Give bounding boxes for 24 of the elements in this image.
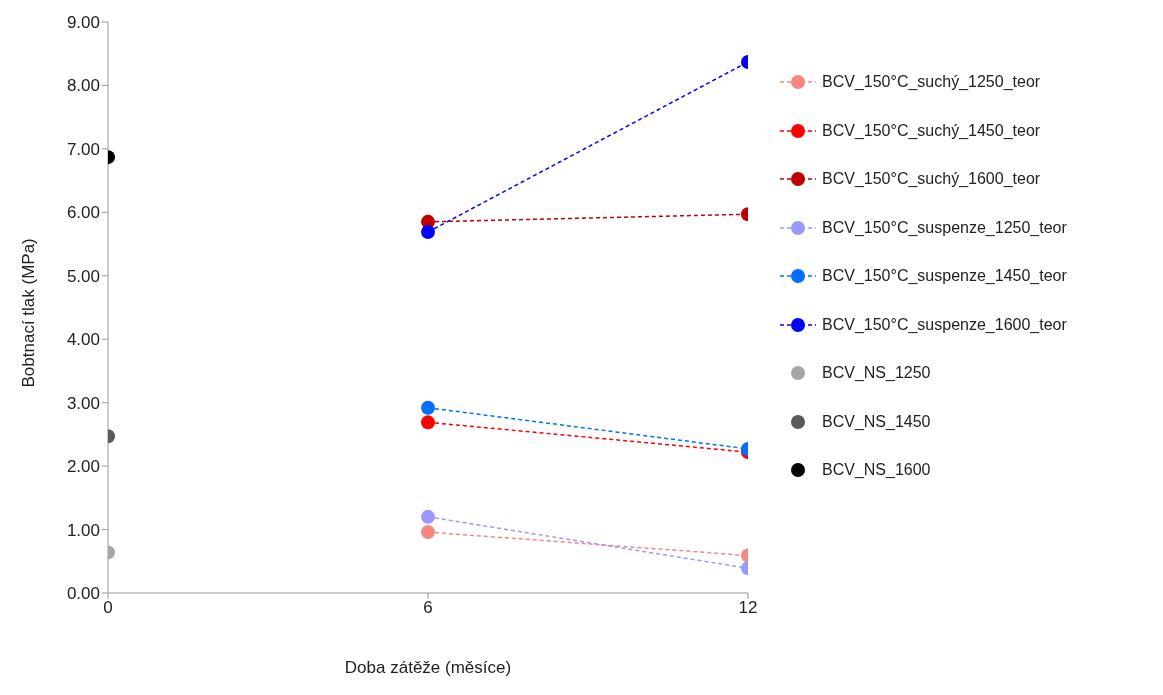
y-tick-label: 3.00	[66, 393, 100, 413]
legend-label: BCV_NS_1600	[822, 461, 931, 480]
x-tick-label: 6	[423, 598, 433, 618]
legend-label: BCV_NS_1250	[822, 364, 931, 383]
x-tick-label: 12	[738, 598, 758, 618]
y-tick-label: 4.00	[66, 330, 100, 350]
y-tick-label: 0.00	[66, 584, 100, 604]
legend-label: BCV_150°C_suchý_1250_teor	[822, 73, 1041, 92]
x-tick-label: 0	[103, 598, 113, 618]
legend-label: BCV_150°C_suspenze_1600_teor	[822, 315, 1067, 334]
legend-label: BCV_NS_1450	[822, 412, 931, 431]
y-tick-label: 1.00	[66, 520, 100, 540]
y-tick-label: 5.00	[66, 266, 100, 286]
legend-label: BCV_150°C_suchý_1450_teor	[822, 121, 1041, 140]
y-tick-label: 8.00	[66, 76, 100, 96]
y-tick-label: 9.00	[66, 13, 100, 33]
legend-label: BCV_150°C_suchý_1600_teor	[822, 170, 1041, 189]
y-tick-label: 2.00	[66, 457, 100, 477]
y-tick-label: 7.00	[66, 139, 100, 159]
legend-label: BCV_150°C_suspenze_1450_teor	[822, 267, 1067, 286]
y-axis-title: Bobtnací tlak (MPa)	[19, 238, 39, 388]
y-tick-label: 6.00	[66, 203, 100, 223]
legend-label: BCV_150°C_suspenze_1250_teor	[822, 218, 1067, 237]
x-axis-title: Doba zátěže (měsíce)	[344, 658, 512, 677]
